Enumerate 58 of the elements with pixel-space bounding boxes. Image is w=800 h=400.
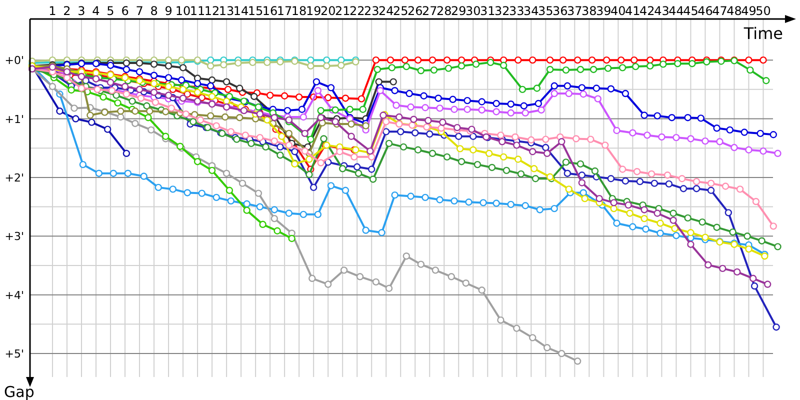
x-tick-label: 17 bbox=[276, 4, 292, 18]
x-tick-label: 20 bbox=[320, 4, 336, 18]
y-tick-label: +3' bbox=[4, 230, 24, 244]
x-tick-label: 31 bbox=[480, 4, 496, 18]
x-tick-label: 26 bbox=[407, 4, 423, 18]
x-tick-label: 48 bbox=[726, 4, 742, 18]
x-tick-label: 4 bbox=[92, 4, 100, 18]
x-tick-label: 23 bbox=[364, 4, 380, 18]
x-tick-label: 1 bbox=[48, 4, 56, 18]
x-tick-label: 39 bbox=[596, 4, 612, 18]
y-tick-label: +4' bbox=[4, 288, 24, 302]
x-tick-label: 24 bbox=[378, 4, 394, 18]
y-tick-label: +1' bbox=[4, 112, 24, 126]
x-tick-label: 3 bbox=[78, 4, 86, 18]
x-tick-label: 9 bbox=[164, 4, 172, 18]
x-tick-label: 25 bbox=[392, 4, 408, 18]
y-axis-title: Gap bbox=[4, 383, 34, 400]
x-tick-label: 22 bbox=[349, 4, 365, 18]
x-tick-label: 36 bbox=[552, 4, 568, 18]
x-tick-label: 28 bbox=[436, 4, 452, 18]
x-tick-label: 44 bbox=[668, 4, 684, 18]
y-tick-label: +2' bbox=[4, 171, 24, 184]
x-tick-label: 2 bbox=[63, 4, 71, 18]
x-tick-label: 14 bbox=[233, 4, 249, 18]
x-tick-label: 27 bbox=[422, 4, 438, 18]
y-tick-label: +5' bbox=[4, 348, 24, 361]
x-tick-label: 41 bbox=[625, 4, 640, 18]
x-tick-label: 5 bbox=[106, 4, 114, 18]
x-tick-label: 45 bbox=[683, 4, 698, 18]
x-tick-label: 34 bbox=[524, 4, 539, 18]
x-tick-label: 43 bbox=[654, 4, 670, 18]
x-tick-label: 6 bbox=[121, 4, 129, 18]
x-tick-label: 49 bbox=[741, 4, 756, 18]
x-tick-label: 19 bbox=[306, 4, 322, 18]
x-tick-label: 40 bbox=[610, 4, 626, 18]
x-tick-label: 12 bbox=[204, 4, 220, 18]
x-tick-label: 10 bbox=[175, 4, 191, 18]
x-axis-title: Time bbox=[742, 24, 783, 43]
x-tick-label: 8 bbox=[150, 4, 158, 18]
x-tick-label: 33 bbox=[509, 4, 524, 18]
x-tick-label: 32 bbox=[494, 4, 510, 18]
x-tick-label: 21 bbox=[334, 4, 350, 18]
x-tick-label: 30 bbox=[465, 4, 481, 18]
x-tick-label: 18 bbox=[291, 4, 307, 18]
x-tick-label: 38 bbox=[582, 4, 597, 18]
x-tick-label: 46 bbox=[698, 4, 713, 18]
x-tick-label: 13 bbox=[218, 4, 234, 18]
x-tick-label: 35 bbox=[538, 4, 554, 18]
y-tick-label: +0' bbox=[4, 54, 24, 68]
x-tick-label: 11 bbox=[190, 4, 206, 18]
x-tick-label: 42 bbox=[640, 4, 655, 18]
x-tick-label: 37 bbox=[567, 4, 582, 18]
x-tick-label: 29 bbox=[450, 4, 466, 18]
x-tick-label: 50 bbox=[756, 4, 771, 18]
x-tick-label: 15 bbox=[248, 4, 264, 18]
x-tick-label: 47 bbox=[712, 4, 728, 18]
x-tick-label: 16 bbox=[262, 4, 278, 18]
x-tick-label: 7 bbox=[136, 4, 144, 18]
